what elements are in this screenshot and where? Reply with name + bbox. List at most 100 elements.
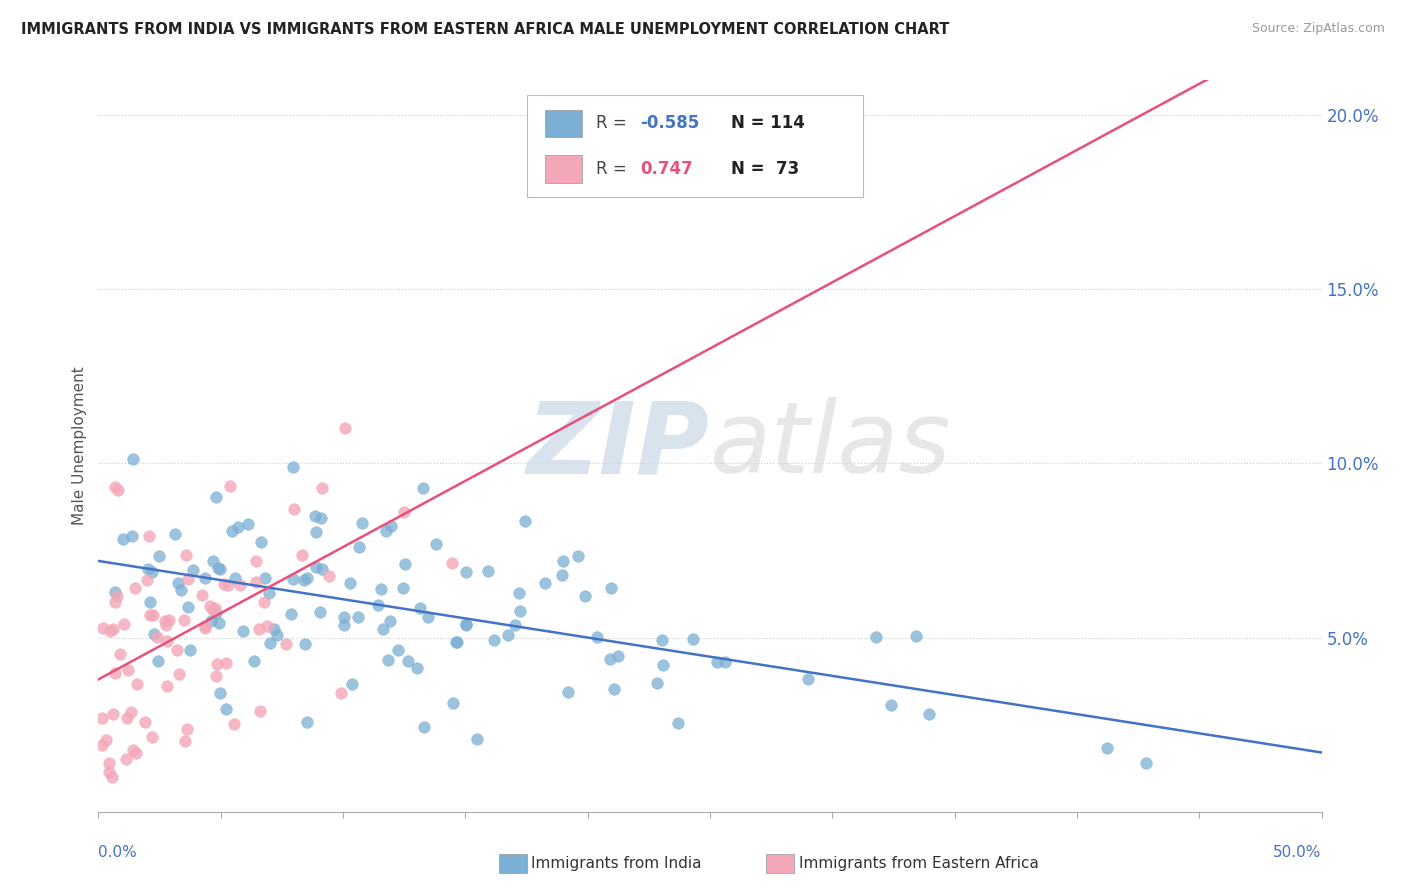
- Point: [101, 622, 124, 636]
- Point: [1095, 741, 1118, 756]
- Point: [200, 614, 222, 628]
- Point: [311, 481, 333, 495]
- Point: [308, 605, 330, 619]
- Text: atlas: atlas: [710, 398, 952, 494]
- Point: [232, 624, 254, 638]
- Point: [508, 585, 530, 599]
- Point: [100, 770, 122, 784]
- Point: [98, 756, 121, 770]
- Point: [139, 608, 162, 623]
- Point: [104, 480, 127, 494]
- Point: [266, 627, 288, 641]
- Point: [200, 599, 222, 613]
- Point: [666, 716, 689, 731]
- Point: [250, 535, 273, 549]
- Point: [120, 705, 142, 719]
- Point: [651, 633, 673, 648]
- Point: [90, 711, 112, 725]
- Point: [509, 604, 531, 618]
- Point: [454, 617, 477, 632]
- Point: [413, 719, 436, 733]
- Point: [606, 649, 628, 664]
- Point: [228, 520, 250, 534]
- Point: [371, 622, 394, 636]
- Point: [329, 686, 352, 700]
- Point: [332, 617, 354, 632]
- Point: [253, 595, 276, 609]
- Point: [121, 529, 143, 543]
- Point: [194, 571, 217, 585]
- Point: [141, 731, 163, 745]
- Point: [603, 681, 626, 696]
- Point: [243, 654, 266, 668]
- Point: [148, 654, 170, 668]
- Point: [177, 572, 200, 586]
- Point: [245, 575, 267, 590]
- Point: [905, 629, 928, 643]
- Point: [205, 657, 228, 672]
- Point: [918, 706, 941, 721]
- Point: [375, 524, 398, 538]
- Point: [110, 648, 132, 662]
- Point: [280, 607, 302, 621]
- Point: [117, 663, 139, 677]
- Point: [238, 517, 260, 532]
- Point: [706, 655, 728, 669]
- Point: [157, 613, 180, 627]
- Point: [339, 576, 361, 591]
- Text: ZIP: ZIP: [527, 398, 710, 494]
- Point: [202, 554, 225, 568]
- Point: [174, 548, 197, 562]
- Point: [380, 518, 402, 533]
- Text: Immigrants from Eastern Africa: Immigrants from Eastern Africa: [799, 856, 1039, 871]
- Point: [454, 565, 477, 579]
- Point: [347, 540, 370, 554]
- Point: [304, 560, 326, 574]
- Text: N =  73: N = 73: [731, 160, 799, 178]
- Point: [181, 563, 204, 577]
- Point: [263, 622, 285, 636]
- Point: [440, 557, 463, 571]
- Point: [557, 685, 579, 699]
- Text: Immigrants from India: Immigrants from India: [531, 856, 702, 871]
- Text: 0.0%: 0.0%: [98, 845, 138, 860]
- Point: [406, 661, 429, 675]
- Point: [204, 669, 226, 683]
- Point: [104, 595, 127, 609]
- Point: [714, 655, 737, 669]
- Point: [104, 585, 127, 599]
- Point: [503, 617, 526, 632]
- Point: [98, 624, 121, 639]
- Point: [274, 637, 297, 651]
- Point: [125, 677, 148, 691]
- Point: [297, 571, 319, 585]
- Point: [107, 483, 129, 498]
- Point: [204, 607, 226, 621]
- Point: [367, 598, 389, 612]
- Point: [97, 764, 120, 779]
- Point: [156, 634, 179, 648]
- Point: [174, 734, 197, 748]
- Point: [553, 554, 575, 568]
- Point: [446, 635, 468, 649]
- Y-axis label: Male Unemployment: Male Unemployment: [72, 367, 87, 525]
- Point: [176, 723, 198, 737]
- Point: [599, 652, 621, 666]
- Point: [166, 643, 188, 657]
- Point: [194, 622, 217, 636]
- Point: [586, 630, 609, 644]
- FancyBboxPatch shape: [546, 110, 582, 137]
- Point: [219, 479, 242, 493]
- Point: [215, 702, 238, 716]
- Point: [292, 573, 315, 587]
- Point: [105, 590, 128, 604]
- Point: [408, 601, 430, 615]
- Point: [600, 581, 623, 595]
- Point: [378, 614, 401, 628]
- Point: [121, 743, 143, 757]
- Point: [136, 573, 159, 587]
- Point: [1135, 756, 1157, 771]
- Point: [179, 643, 201, 657]
- Text: N = 114: N = 114: [731, 114, 804, 132]
- Point: [146, 630, 169, 644]
